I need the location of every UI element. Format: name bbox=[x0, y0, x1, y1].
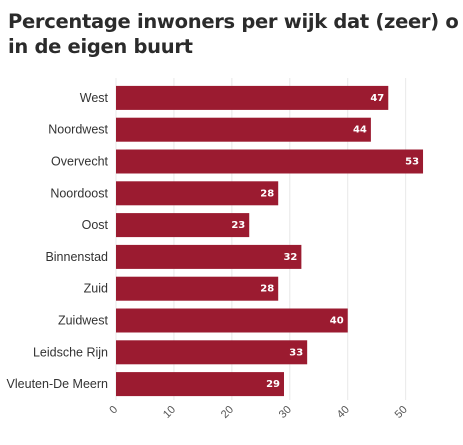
value-label-6: 32 bbox=[283, 252, 297, 263]
value-label-10: 29 bbox=[266, 379, 280, 390]
chart-title-line-2: in de eigen buurt bbox=[8, 35, 193, 58]
value-labels: 47 44 53 28 23 32 28 40 33 29 bbox=[231, 93, 419, 390]
category-label-2: Noordwest bbox=[48, 123, 108, 137]
bar-5 bbox=[116, 213, 250, 238]
bar-9 bbox=[116, 340, 308, 365]
value-label-1: 47 bbox=[370, 93, 384, 104]
x-tick-label-50: 50 bbox=[393, 404, 410, 421]
x-tick-label-40: 40 bbox=[335, 404, 352, 421]
bar-3 bbox=[116, 149, 424, 174]
category-label-6: Binnenstad bbox=[45, 250, 108, 264]
category-labels: West Noordwest Overvecht Noordoost Oost Binne… bbox=[7, 91, 109, 391]
chart-title-line-1: Percentage inwoners per wijk dat (zeer) … bbox=[8, 10, 460, 33]
value-label-7: 28 bbox=[260, 284, 274, 295]
value-label-3: 53 bbox=[405, 157, 419, 168]
category-label-4: Noordoost bbox=[50, 186, 108, 200]
category-label-1: West bbox=[80, 91, 109, 105]
x-tick-label-20: 20 bbox=[219, 404, 236, 421]
bars bbox=[116, 85, 424, 397]
bar-8 bbox=[116, 308, 348, 333]
category-label-3: Overvecht bbox=[51, 155, 108, 169]
bar-10 bbox=[116, 372, 284, 397]
bar-2 bbox=[116, 117, 371, 142]
value-label-2: 44 bbox=[353, 125, 367, 136]
x-tick-labels: 0 10 20 30 40 50 bbox=[107, 404, 409, 421]
value-label-8: 40 bbox=[330, 316, 344, 327]
x-tick-label-10: 10 bbox=[161, 404, 178, 421]
x-tick-label-0: 0 bbox=[107, 404, 120, 417]
bar-7 bbox=[116, 276, 279, 301]
category-label-8: Zuidwest bbox=[58, 314, 109, 328]
value-label-5: 23 bbox=[231, 220, 245, 231]
category-label-7: Zuid bbox=[84, 282, 108, 296]
value-label-9: 33 bbox=[289, 347, 303, 358]
category-label-9: Leidsche Rijn bbox=[33, 345, 108, 359]
x-tick-label-30: 30 bbox=[277, 404, 294, 421]
value-label-4: 28 bbox=[260, 188, 274, 199]
bar-6 bbox=[116, 244, 302, 269]
chart-title: Percentage inwoners per wijk dat (zeer) … bbox=[8, 9, 460, 59]
bar-1 bbox=[116, 85, 389, 110]
category-label-10: Vleuten-De Meern bbox=[7, 377, 108, 391]
bar-4 bbox=[116, 181, 279, 206]
category-label-5: Oost bbox=[82, 218, 109, 232]
